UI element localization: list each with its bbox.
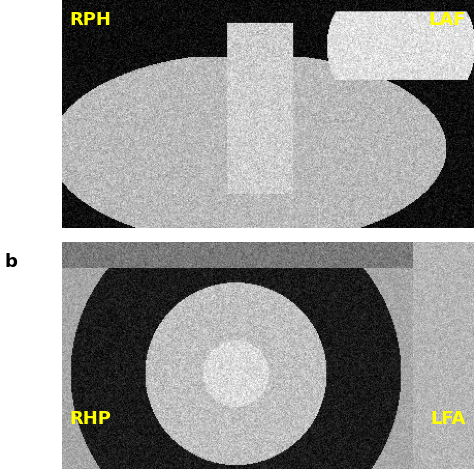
Text: RPH: RPH	[70, 11, 112, 29]
Text: LFA: LFA	[430, 410, 466, 428]
Text: LAF: LAF	[428, 11, 466, 29]
Text: RHP: RHP	[70, 410, 112, 428]
Text: b: b	[5, 253, 18, 271]
